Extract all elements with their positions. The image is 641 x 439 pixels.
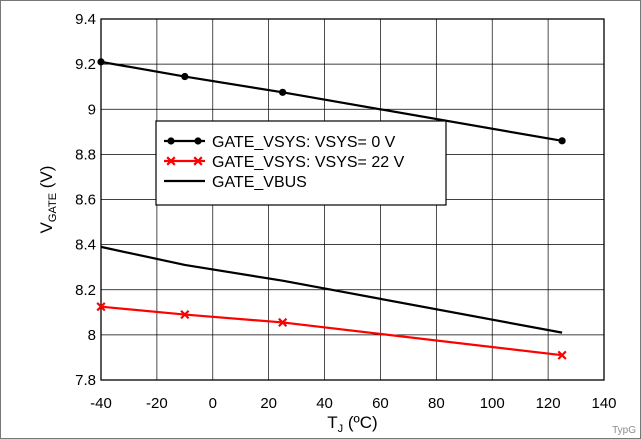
y-tick-label: 8.6 bbox=[75, 192, 96, 209]
x-tick-label: 60 bbox=[372, 395, 389, 412]
x-tick-label: 80 bbox=[428, 395, 445, 412]
data-point bbox=[279, 88, 287, 96]
data-point bbox=[558, 137, 566, 145]
legend-marker bbox=[167, 137, 175, 145]
legend-label: GATE_VSYS: VSYS= 22 V bbox=[212, 154, 405, 171]
tick-labels: -40 -20 0 20 40 60 80 100 120 140 7.8 8 8.2 8.4 8.6 8.8… bbox=[75, 11, 616, 412]
y-tick-label: 8.4 bbox=[75, 237, 96, 254]
y-tick-label: 8 bbox=[88, 327, 96, 344]
x-axis-label: TJ (ºC) bbox=[327, 413, 377, 435]
series-line bbox=[100, 60, 563, 142]
series-layer bbox=[96, 58, 567, 360]
series-3 bbox=[100, 245, 563, 334]
y-tick-label: 7.8 bbox=[75, 372, 96, 389]
legend: GATE_VSYS: VSYS= 0 V GATE_VSYS: VSYS= 22 … bbox=[155, 120, 447, 206]
data-point bbox=[181, 72, 189, 81]
x-axis-label-sub: J bbox=[338, 423, 344, 435]
legend-marker bbox=[193, 156, 203, 166]
data-point bbox=[97, 58, 105, 66]
x-tick-label: 40 bbox=[316, 395, 333, 412]
legend-item: GATE_VBUS bbox=[164, 174, 307, 191]
plot-area bbox=[100, 18, 605, 381]
series-2 bbox=[96, 302, 567, 360]
x-axis-label-main: T bbox=[327, 413, 337, 432]
x-tick-label: -40 bbox=[90, 395, 112, 412]
data-point bbox=[96, 302, 106, 312]
data-point bbox=[180, 309, 190, 320]
x-tick-label: -20 bbox=[146, 395, 168, 412]
y-tick-label: 9 bbox=[88, 101, 96, 118]
legend-marker bbox=[194, 137, 202, 145]
y-axis-label-unit: (V) bbox=[37, 166, 56, 193]
series-1 bbox=[97, 58, 566, 145]
watermark: TypG bbox=[612, 425, 636, 436]
data-point bbox=[278, 317, 288, 328]
series-line bbox=[100, 245, 563, 334]
x-tick-label: 100 bbox=[480, 395, 505, 412]
data-point bbox=[557, 350, 567, 360]
y-tick-label: 8.8 bbox=[75, 146, 96, 163]
legend-marker bbox=[166, 156, 176, 166]
legend-box bbox=[155, 120, 447, 206]
y-tick-label: 9.4 bbox=[75, 11, 96, 28]
legend-item: GATE_VSYS: VSYS= 22 V bbox=[164, 154, 405, 171]
y-tick-label: 8.2 bbox=[75, 282, 96, 299]
x-axis-label-unit: (ºC) bbox=[343, 413, 378, 432]
y-axis-label-sub: GATE bbox=[47, 193, 59, 222]
x-tick-label: 140 bbox=[591, 395, 616, 412]
legend-label: GATE_VBUS bbox=[212, 174, 307, 191]
x-tick-label: 20 bbox=[260, 395, 277, 412]
y-tick-label: 9.2 bbox=[75, 56, 96, 73]
series-line bbox=[100, 305, 563, 357]
x-tick-label: 0 bbox=[209, 395, 217, 412]
legend-label: GATE_VSYS: VSYS= 0 V bbox=[212, 134, 396, 151]
x-tick-label: 120 bbox=[536, 395, 561, 412]
legend-item: GATE_VSYS: VSYS= 0 V bbox=[164, 134, 396, 151]
y-axis-label: VGATE (V) bbox=[37, 166, 59, 234]
y-axis-label-main: V bbox=[37, 221, 56, 233]
